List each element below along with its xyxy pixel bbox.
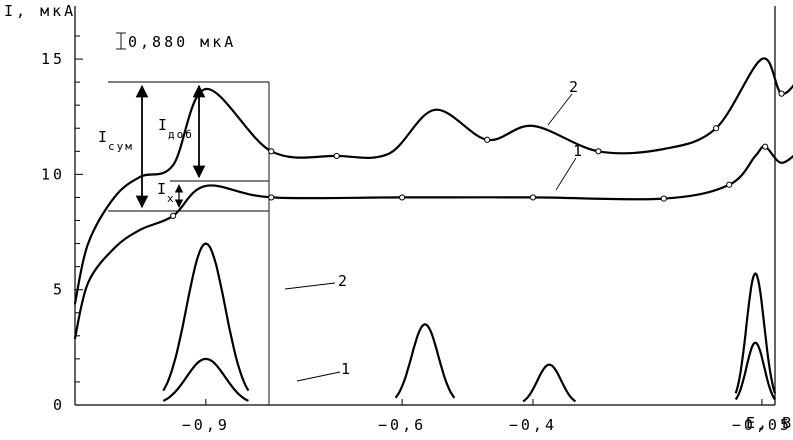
- y-tick-label: 5: [53, 281, 65, 299]
- leader-curve-1-peak: [296, 371, 341, 382]
- series-1-peak: [162, 357, 249, 402]
- series-2-marker: [333, 152, 340, 160]
- x-axis-label: E, B: [746, 414, 793, 432]
- x-tick-label: −0,9: [182, 416, 230, 434]
- curve-label-1-peak: 1: [341, 360, 353, 378]
- series-1-polarogram: [73, 145, 793, 340]
- i-add-subscript: доб: [168, 128, 194, 141]
- x-tick-label: −0,4: [509, 416, 557, 434]
- i-x-subscript: x: [167, 192, 176, 205]
- series-1-marker: [726, 181, 733, 188]
- x-tick-label: −0,6: [378, 416, 426, 434]
- leader-curve-2-peak: [284, 282, 336, 290]
- series-1-marker: [660, 195, 667, 202]
- series-1-marker: [529, 194, 537, 201]
- series-2-marker: [595, 148, 602, 155]
- series-1-marker: [399, 194, 406, 201]
- y-tick-label: 15: [41, 50, 65, 68]
- series-2-peak: [734, 341, 776, 401]
- curve-label-1-top: 1: [573, 142, 585, 160]
- curve-label-2-top: 2: [569, 78, 581, 96]
- series-1-marker: [762, 143, 769, 150]
- series-2-marker: [778, 90, 785, 97]
- y-tick-label: 0: [53, 396, 65, 414]
- series-2-peak: [394, 323, 456, 399]
- leader-curve-1-top: [555, 157, 577, 191]
- scale-bar: [116, 32, 126, 50]
- series-2-peak: [162, 242, 250, 392]
- leader-curve-2-top: [547, 93, 573, 126]
- series-2-peak: [734, 272, 777, 394]
- series-1-marker: [170, 212, 177, 219]
- y-tick-label: 10: [41, 165, 65, 183]
- series-2-marker: [484, 136, 491, 143]
- curve-label-2-peak: 2: [338, 272, 350, 290]
- scale-label: 0,880 мкА: [128, 33, 236, 51]
- series-2-peak: [522, 363, 577, 403]
- series-1-marker: [268, 194, 275, 201]
- i-add-label: I: [158, 116, 170, 134]
- i-sum-subscript: сум: [108, 140, 134, 153]
- series-2-marker: [713, 125, 720, 132]
- i-x-label: I: [157, 180, 169, 198]
- series-2-marker: [268, 148, 275, 155]
- y-axis-label: I, мкА: [4, 2, 76, 20]
- x-tick-label: −0,05: [732, 416, 792, 434]
- i-sum-label: I: [98, 128, 110, 146]
